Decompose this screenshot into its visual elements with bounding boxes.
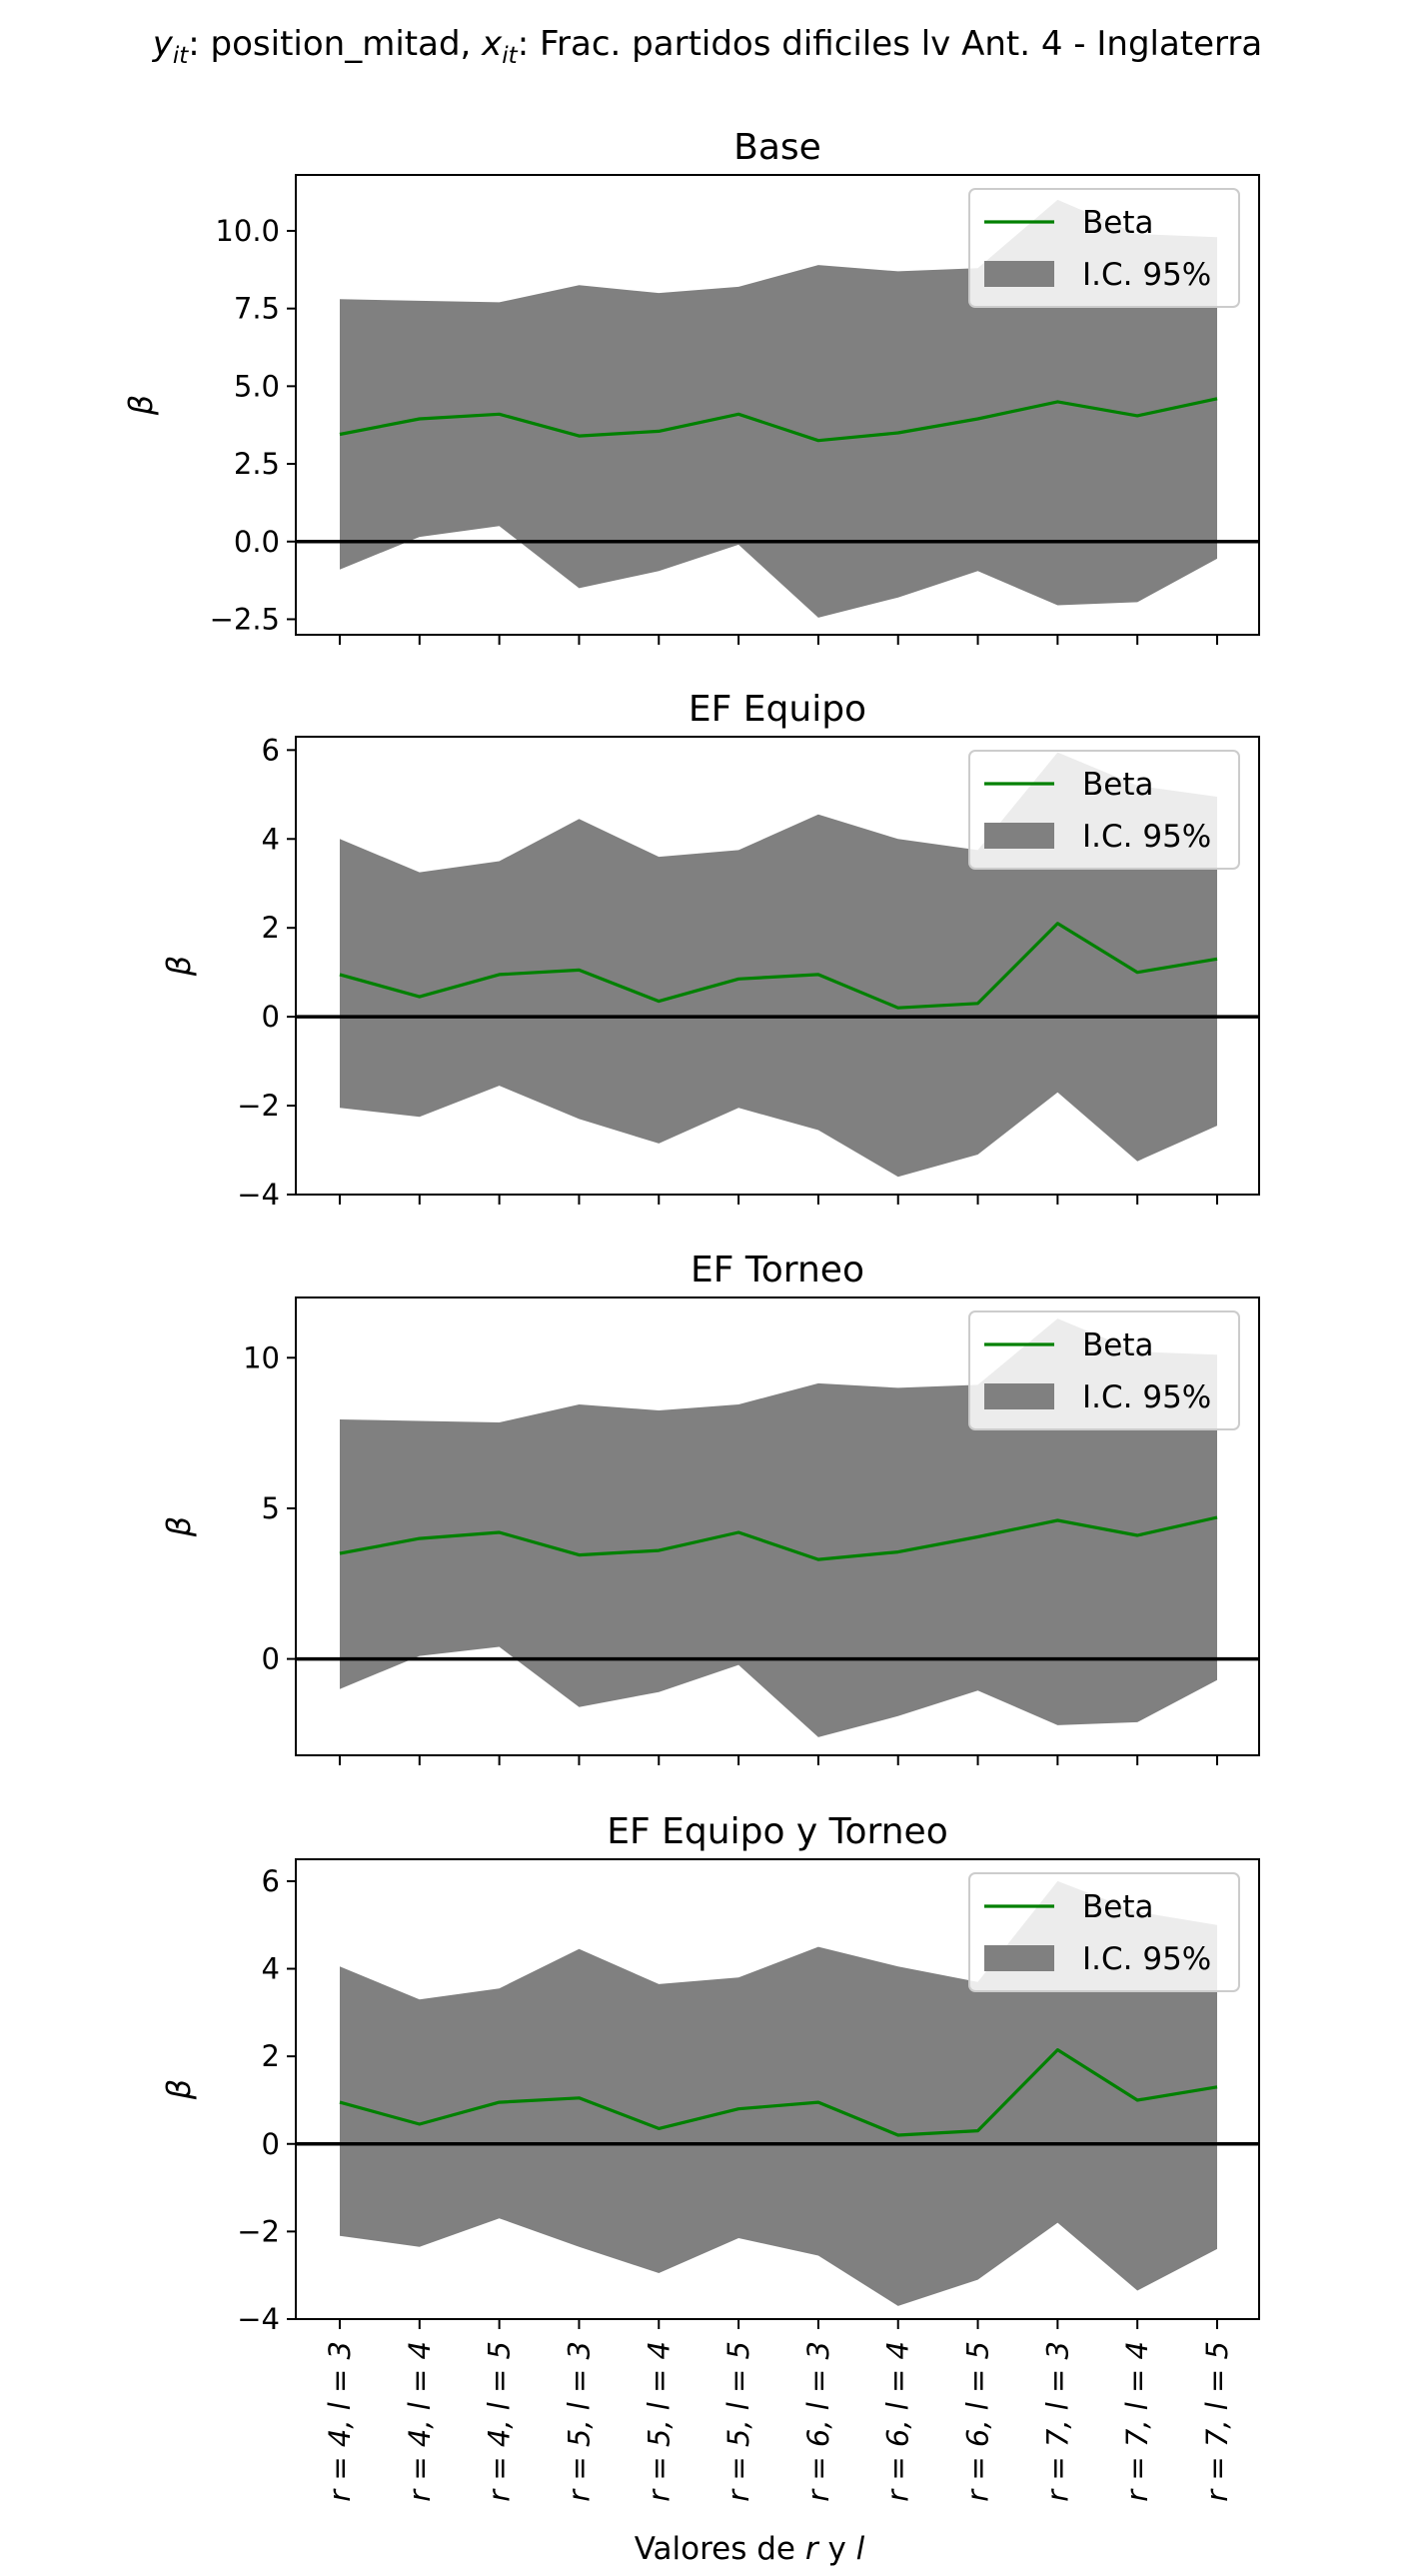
- y-tick-label: 4: [262, 822, 280, 856]
- y-tick-label: 7.5: [234, 292, 280, 326]
- axes-frame: [295, 174, 1260, 636]
- beta-line: [339, 397, 1218, 443]
- x-tick-label: r = 7, l = 4: [1120, 2341, 1154, 2502]
- legend-label-ci: I.C. 95%: [1082, 257, 1211, 293]
- y-tick-label: −4: [237, 2302, 280, 2336]
- x-tick-label: r = 5, l = 4: [642, 2341, 676, 2502]
- x-tick-label: r = 6, l = 4: [881, 2341, 915, 2502]
- y-tick-label: −2.5: [210, 602, 280, 636]
- y-tick-label: 0: [262, 2127, 280, 2161]
- subplot-title: EF Torneo: [691, 1250, 864, 1290]
- y-axis-label: β: [160, 956, 198, 977]
- x-tick-label: r = 5, l = 3: [562, 2341, 596, 2502]
- y-tick-label: −2: [237, 1089, 280, 1123]
- y-tick-label: 5: [262, 1491, 280, 1525]
- y-tick-label: 10: [243, 1340, 280, 1374]
- axes-frame: [295, 1296, 1260, 1756]
- y-tick-label: 2.5: [234, 447, 280, 481]
- legend-label-beta: Beta: [1082, 205, 1154, 241]
- y-tick-label: 10.0: [215, 214, 280, 248]
- y-tick-label: 6: [262, 733, 280, 767]
- axes-frame: [295, 736, 1260, 1196]
- legend-band-swatch: [984, 1945, 1054, 1971]
- legend-label-ci: I.C. 95%: [1082, 819, 1211, 855]
- subplot-4: −4 −2 0 2 4 6 EF Equipo y Torneo β Beta I.C. 95% r…: [160, 1811, 1260, 2502]
- legend-label-beta: Beta: [1082, 767, 1154, 803]
- legend-band-swatch: [984, 823, 1054, 849]
- axes-frame: [295, 1858, 1260, 2320]
- y-tick-label: 2: [262, 2039, 280, 2073]
- figure-title: yit: position_mitad, xit: Frac. partidos…: [152, 24, 1263, 69]
- beta-line: [339, 2048, 1218, 2137]
- y-axis-label: β: [122, 395, 160, 416]
- subplot-title: EF Equipo: [689, 689, 866, 730]
- legend-band-swatch: [984, 261, 1054, 287]
- beta-line: [339, 922, 1218, 1010]
- subplot-2: −4 −2 0 2 4 6 EF Equipo β Beta I.C. 95%: [160, 689, 1260, 1212]
- beta-line: [339, 1515, 1218, 1561]
- x-tick-label: r = 6, l = 3: [801, 2341, 835, 2502]
- y-tick-label: 2: [262, 911, 280, 945]
- y-tick-label: 6: [262, 1864, 280, 1898]
- y-axis-label: β: [160, 1516, 198, 1537]
- subplot-title: EF Equipo y Torneo: [607, 1811, 947, 1852]
- subplot-1: −2.5 0.0 2.5 5.0 7.5 10.0 Base β Beta I.C. 95%: [122, 127, 1260, 645]
- y-tick-label: 5.0: [234, 369, 280, 403]
- subplot-title: Base: [733, 127, 821, 168]
- legend-label-beta: Beta: [1082, 1889, 1154, 1925]
- y-tick-label: 4: [262, 1952, 280, 1986]
- x-tick-label: r = 7, l = 5: [1200, 2341, 1234, 2502]
- x-axis-label: Valores de r y l: [635, 2531, 865, 2567]
- legend-band-swatch: [984, 1383, 1054, 1409]
- y-tick-label: 0: [262, 1642, 280, 1676]
- y-tick-label: 0.0: [234, 525, 280, 559]
- legend-label-beta: Beta: [1082, 1327, 1154, 1363]
- x-tick-label: r = 4, l = 4: [403, 2341, 437, 2502]
- legend: Beta I.C. 95%: [968, 1310, 1240, 1430]
- x-tick-label: r = 5, l = 5: [721, 2341, 755, 2502]
- legend: Beta I.C. 95%: [968, 1872, 1240, 1992]
- x-tick-label: r = 7, l = 3: [1040, 2341, 1074, 2502]
- legend-label-ci: I.C. 95%: [1082, 1379, 1211, 1415]
- subplot-3: 0 5 10 EF Torneo β Beta I.C. 95%: [160, 1250, 1260, 1765]
- x-tick-label: r = 4, l = 5: [483, 2341, 517, 2502]
- y-tick-label: −4: [237, 1178, 280, 1212]
- y-axis-label: β: [160, 2079, 198, 2100]
- x-tick-label: r = 6, l = 5: [961, 2341, 995, 2502]
- legend: Beta I.C. 95%: [968, 188, 1240, 308]
- x-tick-label: r = 4, l = 3: [323, 2341, 357, 2502]
- legend: Beta I.C. 95%: [968, 750, 1240, 870]
- legend-label-ci: I.C. 95%: [1082, 1941, 1211, 1977]
- y-tick-label: 0: [262, 1000, 280, 1034]
- y-tick-label: −2: [237, 2214, 280, 2248]
